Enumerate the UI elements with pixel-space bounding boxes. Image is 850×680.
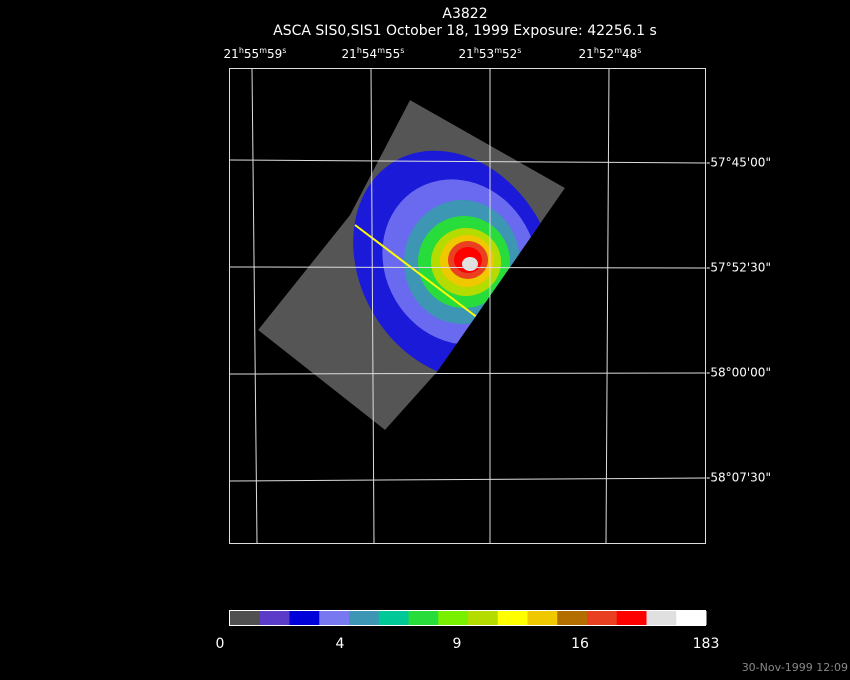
colorbar-segment	[527, 611, 558, 625]
ra-label: 21h52m48s	[579, 46, 642, 61]
dec-label: -58°07'30"	[706, 471, 771, 485]
ra-label: 21h55m59s	[224, 46, 287, 61]
timestamp: 30-Nov-1999 12:09	[742, 661, 848, 674]
colorbar-segment	[616, 611, 647, 625]
ra-s: 52	[502, 47, 517, 61]
colorbar-label: 9	[453, 636, 462, 652]
colorbar-segment	[349, 611, 380, 625]
colorbar-label: 16	[571, 636, 589, 652]
unit-sup: m	[259, 46, 267, 55]
ra-m: 54	[362, 47, 377, 61]
colorbar-segment	[230, 611, 261, 625]
ra-h: 21	[342, 47, 357, 61]
ra-h: 21	[579, 47, 594, 61]
colorbar-label: 183	[693, 636, 720, 652]
unit-sup: m	[614, 46, 622, 55]
unit-sup: h	[594, 46, 599, 55]
colorbar-segment	[646, 611, 677, 625]
ra-m: 55	[244, 47, 259, 61]
dec-labels: -57°45'00" -57°52'30" -58°00'00" -58°07'30"	[706, 156, 771, 485]
ra-s: 55	[385, 47, 400, 61]
ra-h: 21	[224, 47, 239, 61]
unit-sup: h	[357, 46, 362, 55]
colorbar-segment	[438, 611, 469, 625]
dec-label: -58°00'00"	[706, 366, 771, 380]
unit-sup: m	[377, 46, 385, 55]
dec-label: -57°45'00"	[706, 156, 771, 170]
ra-m: 52	[599, 47, 614, 61]
colorbar-segment	[587, 611, 618, 625]
colorbar-label: 0	[216, 636, 225, 652]
ra-s: 59	[267, 47, 282, 61]
unit-sup: h	[239, 46, 244, 55]
title: A3822	[442, 6, 487, 22]
ra-m: 53	[479, 47, 494, 61]
ra-labels: 21h55m59s 21h54m55s 21h53m52s 21h52m48s	[224, 46, 642, 61]
unit-sup: s	[400, 46, 404, 55]
detector-image	[258, 100, 565, 430]
ra-s: 48	[622, 47, 637, 61]
colorbar-segment	[319, 611, 350, 625]
colorbar-segment	[557, 611, 588, 625]
unit-sup: s	[517, 46, 521, 55]
unit-sup: h	[474, 46, 479, 55]
dec-label: -57°52'30"	[706, 261, 771, 275]
colorbar-segment	[408, 611, 439, 625]
colorbar-segment	[676, 611, 707, 625]
unit-sup: m	[494, 46, 502, 55]
colorbar-label: 4	[336, 636, 345, 652]
unit-sup: s	[282, 46, 286, 55]
colorbar-segment	[497, 611, 528, 625]
ra-label: 21h54m55s	[342, 46, 405, 61]
subtitle: ASCA SIS0,SIS1 October 18, 1999 Exposure…	[273, 23, 657, 39]
coordinate-grid	[228, 67, 707, 544]
colorbar-frame	[229, 610, 706, 626]
colorbar-segment	[289, 611, 320, 625]
colorbar-segment	[468, 611, 499, 625]
colorbar-segment	[259, 611, 290, 625]
unit-sup: s	[637, 46, 641, 55]
colorbar: 0 4 9 16 183	[216, 610, 720, 652]
colorbar-segment	[378, 611, 409, 625]
ra-label: 21h53m52s	[459, 46, 522, 61]
ra-h: 21	[459, 47, 474, 61]
